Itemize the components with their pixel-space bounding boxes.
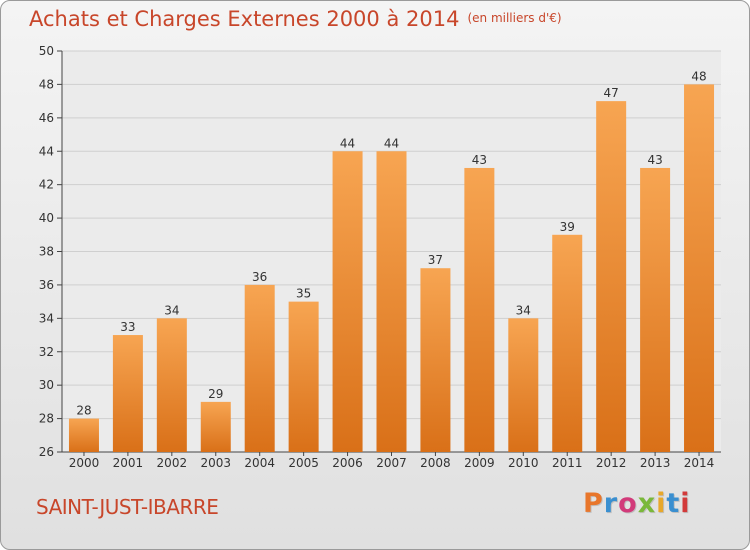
brand-letter: i <box>656 488 667 519</box>
x-tick-label: 2008 <box>420 456 451 470</box>
y-tick-label: 34 <box>39 311 54 325</box>
x-tick-label: 2006 <box>332 456 363 470</box>
brand-letter: r <box>603 488 619 519</box>
y-tick-label: 30 <box>39 378 54 392</box>
bar <box>508 318 539 452</box>
bar <box>596 101 627 452</box>
y-tick-label: 36 <box>39 278 54 292</box>
x-tick-label: 2009 <box>464 456 495 470</box>
data-label: 44 <box>384 136 399 150</box>
data-label: 39 <box>560 220 575 234</box>
brand-letter: x <box>637 488 657 519</box>
y-tick-label: 48 <box>39 77 54 91</box>
bar <box>288 301 319 452</box>
bar <box>464 167 495 453</box>
y-tick-label: 32 <box>39 345 54 359</box>
data-label: 34 <box>164 303 179 317</box>
bar <box>552 234 583 452</box>
bar <box>640 167 671 453</box>
chart-title-text: Achats et Charges Externes 2000 à 2014 <box>29 7 460 31</box>
data-label: 43 <box>472 153 487 167</box>
x-tick-label: 2012 <box>596 456 627 470</box>
bar <box>420 268 451 452</box>
x-tick-label: 2007 <box>376 456 407 470</box>
y-tick-label: 44 <box>39 144 54 158</box>
data-label: 28 <box>76 404 91 418</box>
y-tick-label: 28 <box>39 412 54 426</box>
brand-letter: P <box>583 488 604 519</box>
bar <box>244 284 275 452</box>
y-tick-label: 38 <box>39 245 54 259</box>
data-label: 35 <box>296 287 311 301</box>
data-label: 33 <box>120 320 135 334</box>
x-tick-label: 2014 <box>684 456 715 470</box>
commune-name: SAINT-JUST-IBARRE <box>36 495 219 519</box>
x-tick-label: 2002 <box>157 456 188 470</box>
y-tick-label: 40 <box>39 211 54 225</box>
data-label: 48 <box>691 69 706 83</box>
y-tick-label: 46 <box>39 111 54 125</box>
data-label: 44 <box>340 136 355 150</box>
brand-letter: o <box>618 488 638 519</box>
x-tick-label: 2003 <box>200 456 231 470</box>
y-tick-label: 50 <box>39 44 54 58</box>
x-tick-label: 2011 <box>552 456 583 470</box>
brand-letter: i <box>680 488 691 519</box>
x-tick-label: 2000 <box>69 456 100 470</box>
data-label: 47 <box>604 86 619 100</box>
bar <box>376 151 407 452</box>
x-tick-label: 2010 <box>508 456 539 470</box>
data-label: 43 <box>647 153 662 167</box>
y-tick-label: 26 <box>39 445 54 459</box>
proxiti-logo: Proxiti <box>583 488 691 519</box>
bar <box>684 84 715 453</box>
x-tick-label: 2013 <box>640 456 671 470</box>
chart-unit: (en milliers d'€) <box>467 11 562 25</box>
bar <box>200 401 231 452</box>
bar <box>156 318 187 452</box>
y-tick-label: 42 <box>39 178 54 192</box>
data-label: 34 <box>516 303 531 317</box>
x-tick-label: 2001 <box>113 456 144 470</box>
data-label: 36 <box>252 270 267 284</box>
bar <box>68 418 99 452</box>
data-label: 37 <box>428 253 443 267</box>
x-tick-label: 2004 <box>244 456 275 470</box>
bar <box>112 335 143 452</box>
bar <box>332 151 363 452</box>
brand-letter: t <box>666 488 681 519</box>
data-label: 29 <box>208 387 223 401</box>
x-tick-label: 2005 <box>288 456 319 470</box>
chart-title: Achats et Charges Externes 2000 à 2014 (e… <box>29 7 562 31</box>
